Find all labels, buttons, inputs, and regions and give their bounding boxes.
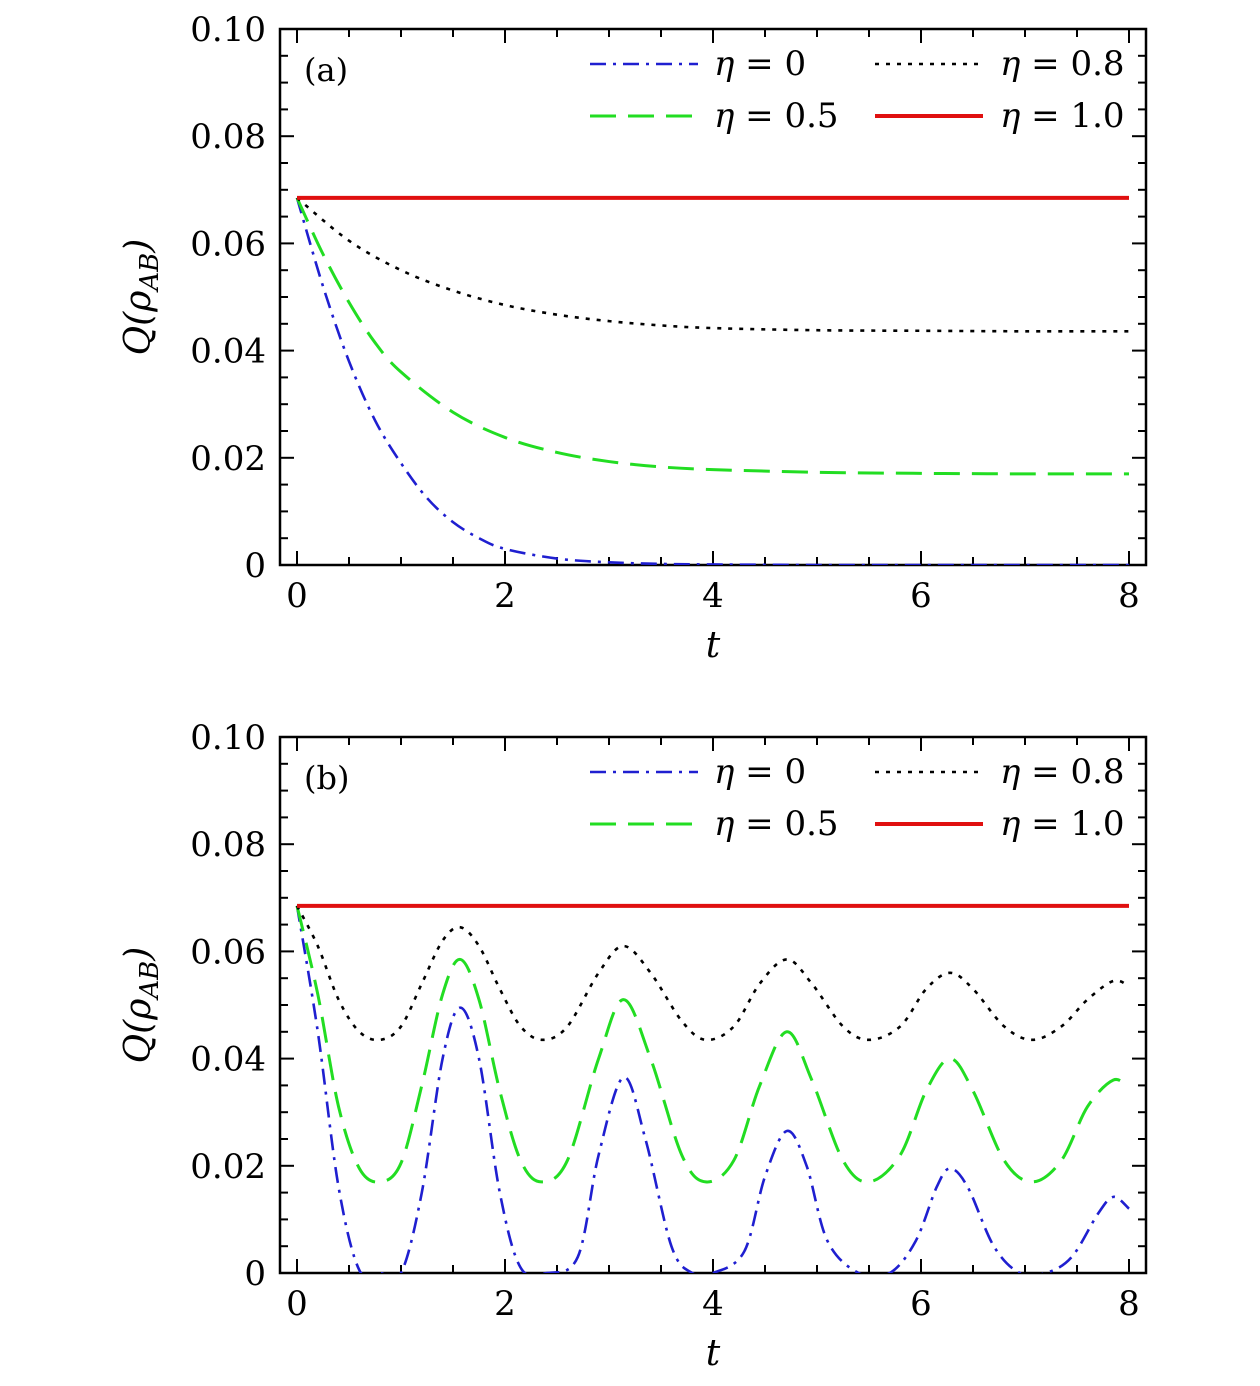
- y-tick-label: 0.08: [190, 117, 266, 157]
- series-line: [295, 905, 1130, 1273]
- x-tick-label: 6: [910, 1284, 932, 1324]
- legend-label: η = 0.8: [1000, 752, 1125, 792]
- y-tick-label: 0.02: [190, 439, 266, 479]
- x-tick-label: 4: [702, 576, 724, 616]
- y-tick-label: 0.04: [190, 1040, 266, 1080]
- series-line: [295, 197, 1129, 565]
- panel-label: (a): [304, 51, 348, 89]
- series-line: [295, 905, 1130, 1184]
- legend-label: η = 0.5: [714, 96, 839, 136]
- series-line: [296, 196, 1130, 333]
- legend-label: η = 0: [714, 752, 806, 792]
- legend-label: η = 1.0: [1000, 96, 1125, 136]
- y-tick-label: 0.10: [190, 718, 266, 758]
- legend-label: η = 0.8: [1000, 44, 1125, 84]
- x-axis-title: t: [706, 625, 721, 666]
- y-tick-label: 0.08: [190, 825, 266, 865]
- x-tick-label: 0: [286, 576, 308, 616]
- y-tick-label: 0: [244, 546, 266, 586]
- series-line: [295, 197, 1130, 476]
- y-tick-label: 0.10: [190, 10, 266, 50]
- x-tick-label: 4: [702, 1284, 724, 1324]
- legend-label: η = 0: [714, 44, 806, 84]
- x-tick-label: 6: [910, 576, 932, 616]
- x-axis-title: t: [706, 1333, 721, 1374]
- y-tick-label: 0.06: [190, 224, 266, 264]
- x-tick-label: 2: [494, 576, 516, 616]
- x-tick-label: 8: [1118, 1284, 1140, 1324]
- panel-a: 0 2 4 6 8 0 0.02 0.04 0.06 0.08 0.10 t Q(ρAB) (a) η = …: [118, 10, 1148, 666]
- panel-b: 0 2 4 6 8 0 0.02 0.04 0.06 0.08 0.10 t Q(ρAB) (b) η = …: [118, 718, 1148, 1374]
- x-tick-label: 0: [286, 1284, 308, 1324]
- y-axis-title: Q(ρAB): [118, 947, 165, 1064]
- x-tick-label: 8: [1118, 576, 1140, 616]
- y-axis-title: Q(ρAB): [118, 239, 165, 356]
- y-tick-label: 0.02: [190, 1147, 266, 1187]
- legend-label: η = 1.0: [1000, 804, 1125, 844]
- series-line: [295, 905, 1130, 1042]
- y-tick-label: 0.04: [190, 332, 266, 372]
- y-tick-label: 0.06: [190, 932, 266, 972]
- legend-label: η = 0.5: [714, 804, 839, 844]
- panel-label: (b): [304, 759, 349, 797]
- x-tick-label: 2: [494, 1284, 516, 1324]
- y-tick-label: 0: [244, 1254, 266, 1294]
